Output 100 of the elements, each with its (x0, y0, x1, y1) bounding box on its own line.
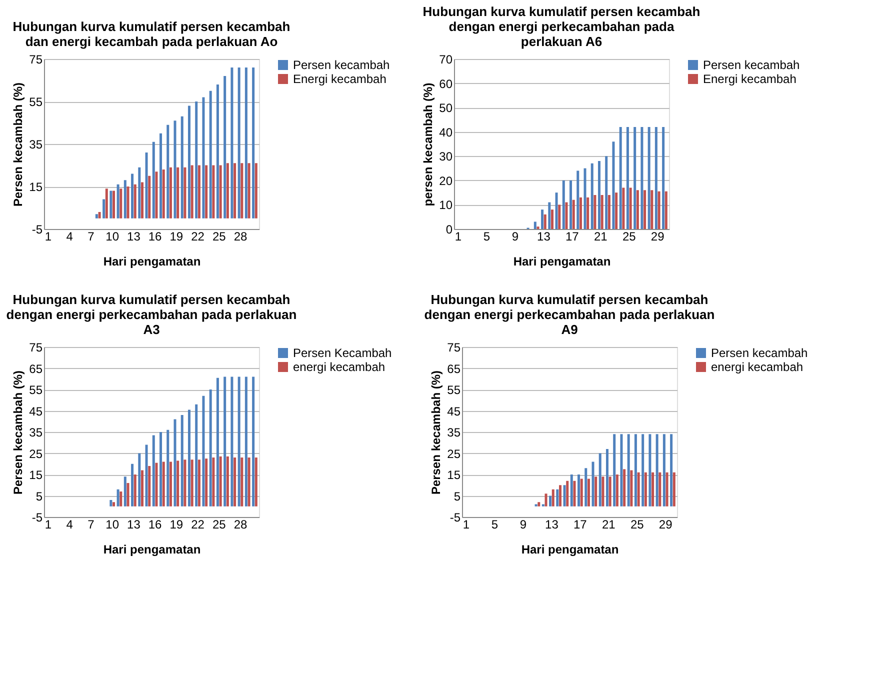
bar (602, 476, 604, 506)
bar (244, 68, 248, 218)
bar (162, 170, 165, 218)
bar (563, 485, 566, 506)
bar (656, 434, 658, 506)
y-tick-label: 30 (439, 150, 453, 164)
bar (138, 167, 141, 218)
bar (145, 444, 148, 506)
y-tick-label: 5 (36, 489, 43, 504)
x-tick-label: 1 (462, 518, 470, 532)
bar (140, 470, 144, 506)
bar (230, 376, 234, 506)
bar (652, 472, 654, 506)
x-tick-label: 28 (234, 518, 248, 532)
bar (629, 188, 632, 229)
y-axis-title: Persen kecambah (%) (11, 82, 26, 207)
bar (216, 378, 219, 506)
bar (148, 176, 151, 218)
y-tick-label: 55 (447, 383, 461, 397)
bar (134, 474, 136, 506)
bar (555, 192, 558, 229)
x-tick-label: 13 (127, 230, 141, 244)
bar (244, 376, 248, 506)
x-tick-label: 17 (574, 518, 588, 532)
bar (576, 170, 580, 229)
bar (238, 68, 240, 218)
y-tick-label: 65 (447, 362, 461, 376)
legend-label: Persen kecambah (293, 58, 390, 72)
bar (124, 180, 126, 218)
bar (573, 480, 576, 506)
bar (608, 476, 612, 506)
bar (180, 116, 184, 218)
bar (234, 458, 236, 506)
bar (566, 480, 569, 506)
bar (202, 97, 205, 218)
y-tick-label: 45 (447, 404, 461, 418)
bar (562, 180, 565, 229)
bar (120, 188, 122, 218)
y-tick-label: 25 (447, 446, 461, 461)
bar (209, 90, 212, 218)
bar (558, 204, 561, 229)
bar (120, 492, 122, 506)
y-tick-label: 75 (29, 340, 43, 354)
x-axis-title: Hari pengamatan (513, 254, 611, 268)
bar (662, 434, 666, 506)
x-tick-label: 13 (127, 518, 141, 532)
bar (544, 214, 546, 229)
bar (212, 165, 215, 218)
bar (623, 469, 626, 506)
x-tick-label: 25 (212, 230, 226, 244)
x-tick-label: 25 (212, 518, 226, 532)
bar (248, 458, 250, 506)
x-tick-label: 1 (44, 518, 52, 532)
bar (598, 161, 600, 229)
x-tick-label: 28 (234, 230, 248, 244)
bar (650, 190, 654, 229)
x-tick-label: 25 (622, 230, 636, 244)
bar (644, 472, 647, 506)
legend-label: energi kecambah (711, 360, 804, 374)
bar (224, 376, 226, 506)
bar (209, 390, 212, 506)
bar (248, 163, 250, 218)
bar (205, 165, 208, 218)
bar (234, 163, 236, 218)
x-tick-label: 25 (630, 518, 644, 532)
bar (124, 476, 126, 506)
bar (658, 472, 662, 506)
y-tick-label: 70 (439, 52, 453, 66)
bar (126, 186, 130, 218)
bar (550, 210, 554, 229)
bar (116, 184, 120, 218)
bar (570, 180, 572, 229)
y-axis-title: Persen kecambah (%) (11, 370, 26, 495)
bar (630, 470, 633, 506)
bar (230, 68, 234, 218)
bar (598, 453, 602, 506)
bar (548, 202, 551, 229)
bar (169, 462, 172, 506)
x-tick-label: 10 (106, 230, 120, 244)
x-tick-label: 22 (191, 518, 205, 532)
bar (586, 197, 590, 229)
x-tick-label: 16 (148, 230, 162, 244)
x-tick-label: 16 (148, 518, 162, 532)
y-tick-label: 75 (29, 52, 43, 66)
bar (565, 202, 568, 229)
bar (152, 142, 155, 218)
x-tick-label: 22 (191, 230, 205, 244)
bar (558, 485, 562, 506)
bar (148, 466, 151, 506)
bar (662, 127, 665, 229)
bar (605, 156, 608, 229)
bar (541, 210, 544, 229)
x-tick-label: 9 (512, 230, 519, 244)
bar (162, 462, 165, 506)
x-axis-title: Hari pengamatan (103, 254, 201, 268)
bar (584, 168, 586, 229)
bar (190, 165, 194, 218)
y-tick-label: 35 (29, 138, 43, 152)
bar (587, 478, 590, 506)
bar (126, 483, 130, 506)
